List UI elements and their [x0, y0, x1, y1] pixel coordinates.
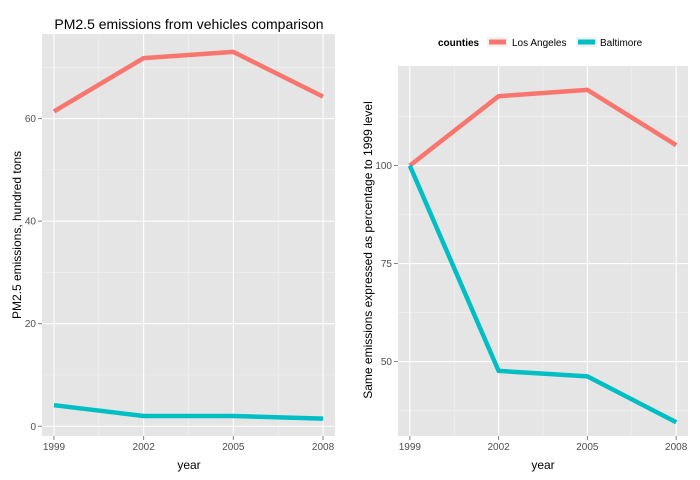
x-tick-label: 2005: [576, 442, 599, 453]
right-x-axis-title: year: [531, 458, 554, 472]
y-tick-label: 40: [25, 217, 37, 228]
series-line-baltimore: [407, 164, 678, 425]
legend-label-los-angeles: Los Angeles: [512, 38, 567, 49]
legend-title: counties: [438, 38, 480, 49]
y-tick-label: 50: [381, 357, 393, 368]
x-tick-label: 1999: [43, 442, 66, 453]
series-line-los-angeles: [52, 49, 325, 114]
right-grid: [398, 66, 688, 436]
x-tick-label: 2005: [222, 442, 245, 453]
x-tick-label: 1999: [399, 442, 422, 453]
left-series-lines: [52, 49, 325, 421]
legend-entry-baltimore: Baltimore: [576, 37, 643, 49]
y-tick-label: 20: [25, 319, 37, 330]
right-x-ticks: 1999 2002 2005 2008: [399, 436, 688, 453]
legend-entry-los-angeles: Los Angeles: [487, 37, 567, 49]
left-grid: [42, 34, 335, 436]
series-line-baltimore: [53, 402, 324, 421]
right-y-axis-title: Same emissions expressed as percentage t…: [361, 101, 375, 399]
x-tick-label: 2002: [133, 442, 156, 453]
x-tick-label: 2002: [487, 442, 510, 453]
left-y-ticks: 0 20 40 60: [25, 114, 42, 433]
right-panel: counties Los Angeles Baltimore 1999 2002 2…: [361, 37, 688, 472]
left-x-ticks: 1999 2002 2005 2008: [43, 436, 335, 453]
series-line-los-angeles: [408, 87, 678, 168]
right-series-lines: [407, 87, 678, 425]
left-chart-title: PM2.5 emissions from vehicles comparison: [54, 16, 323, 32]
y-tick-label: 0: [30, 422, 36, 433]
legend-label-baltimore: Baltimore: [600, 38, 643, 49]
left-x-axis-title: year: [177, 458, 200, 472]
x-tick-label: 2008: [665, 442, 688, 453]
y-tick-label: 75: [381, 259, 393, 270]
right-y-ticks: 50 75 100: [375, 161, 398, 368]
x-tick-label: 2008: [312, 442, 335, 453]
left-panel: PM2.5 emissions from vehicles comparison…: [10, 16, 335, 472]
left-y-axis-title: PM2.5 emissions, hundred tons: [10, 151, 24, 319]
y-tick-label: 100: [375, 161, 392, 172]
y-tick-label: 60: [25, 114, 37, 125]
